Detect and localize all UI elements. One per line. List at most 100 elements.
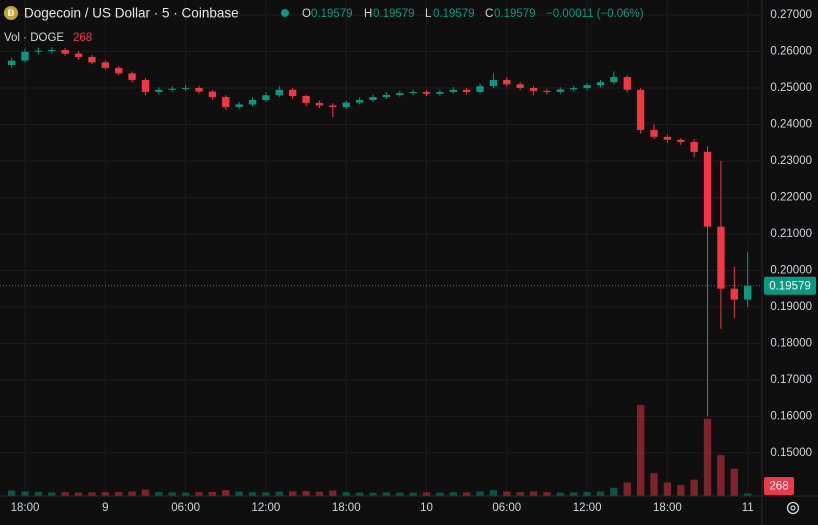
volume-bar — [650, 473, 658, 496]
volume-bar — [516, 492, 524, 496]
volume-bar — [115, 491, 123, 496]
last-volume-badge — [764, 477, 794, 495]
candle-body — [409, 91, 417, 94]
candle-body — [141, 79, 150, 92]
candle-body — [744, 285, 752, 300]
candle-body — [74, 53, 83, 57]
volume-bar — [677, 485, 685, 496]
candle-body — [315, 102, 324, 106]
ohlc-label: H — [364, 8, 372, 20]
volume-bar — [342, 492, 350, 496]
candle-body — [222, 97, 230, 107]
candle-body — [570, 87, 578, 90]
ohlc-value: 0.19579 — [433, 8, 475, 20]
ohlc-value: 0.19579 — [373, 8, 415, 20]
candle-body — [529, 87, 538, 91]
volume-bar — [596, 491, 605, 496]
ohlc-change: −0.00011 (−0.06%) — [546, 8, 644, 20]
volume-bar — [235, 491, 243, 496]
y-tick-label: 0.26000 — [770, 45, 812, 57]
candle-body — [462, 89, 471, 92]
ohlc-label: C — [485, 8, 493, 20]
x-tick-label: 06:00 — [492, 502, 521, 514]
volume-bar — [462, 492, 471, 496]
candle-body — [288, 89, 297, 96]
volume-bar — [101, 492, 110, 496]
x-tick-label: 18:00 — [653, 502, 682, 514]
volume-bar — [248, 492, 257, 496]
volume-bar — [744, 493, 752, 496]
volume-bar — [128, 491, 136, 496]
volume-bar — [583, 491, 591, 496]
volume-bar — [717, 455, 725, 496]
volume-bar — [663, 482, 672, 496]
volume-bar — [48, 492, 56, 496]
y-tick-label: 0.25000 — [770, 82, 812, 94]
candle-body — [48, 50, 56, 52]
candle-body — [101, 62, 110, 68]
candle-body — [7, 60, 16, 65]
volume-bar — [74, 492, 83, 496]
volume-bar — [329, 490, 337, 496]
y-tick-label: 0.20000 — [770, 264, 812, 276]
market-status-dot — [281, 9, 289, 17]
candle-body — [476, 86, 484, 92]
volume-bar — [529, 491, 538, 496]
y-tick-label: 0.23000 — [770, 155, 812, 167]
chart-title: Dogecoin / US Dollar · 5 · Coinbase — [24, 6, 239, 21]
candle-body — [690, 141, 698, 152]
volume-bar — [623, 482, 631, 496]
candle-body — [396, 93, 404, 95]
volume-bar — [436, 492, 444, 496]
candle-body — [636, 89, 645, 130]
ohlc-label: L — [425, 8, 432, 20]
x-tick-label: 11 — [742, 502, 754, 514]
volume-bar — [7, 490, 16, 496]
candle-body — [677, 139, 685, 142]
volume-title: Vol · DOGE — [4, 32, 64, 44]
candle-body — [128, 73, 136, 80]
candle-body — [115, 67, 123, 74]
volume-bar — [396, 492, 404, 496]
y-tick-label: 0.17000 — [770, 374, 812, 386]
candle-body — [730, 288, 738, 300]
candle-body — [329, 105, 337, 107]
volume-bar — [195, 492, 203, 496]
ohlc-value: 0.19579 — [311, 8, 353, 20]
volume-bar — [610, 487, 618, 496]
x-tick-label: 10 — [420, 502, 433, 514]
candle-body — [422, 91, 431, 94]
ohlc-label: O — [302, 8, 311, 20]
x-tick-label: 18:00 — [332, 502, 361, 514]
candle-body — [610, 77, 618, 83]
y-tick-label: 0.21000 — [770, 228, 812, 240]
y-tick-label: 0.15000 — [770, 447, 812, 459]
volume-bar — [222, 490, 230, 496]
volume-bar — [570, 492, 578, 496]
volume-bar — [21, 491, 29, 496]
last-price-label: 0.19579 — [769, 280, 811, 292]
volume-bar — [449, 492, 457, 496]
ohlc-value: 0.19579 — [494, 8, 536, 20]
last-volume-label: 268 — [769, 481, 788, 493]
settings-icon[interactable] — [786, 501, 800, 515]
volume-bar — [382, 492, 391, 496]
y-tick-label: 0.16000 — [770, 410, 812, 422]
candle-body — [155, 89, 163, 92]
volume-bar — [208, 491, 217, 496]
candle-body — [503, 79, 511, 85]
volume-bar — [422, 492, 431, 496]
coin-logo — [4, 6, 18, 20]
volume-bar — [703, 418, 712, 496]
x-tick-label: 9 — [102, 502, 108, 514]
y-tick-label: 0.24000 — [770, 118, 812, 130]
volume-bar — [556, 492, 565, 496]
candle-body — [275, 89, 283, 96]
candle-body — [355, 100, 364, 103]
candle-body — [516, 84, 524, 88]
y-tick-label: 0.27000 — [770, 9, 812, 21]
volume-bar — [690, 479, 698, 496]
y-tick-label: 0.19000 — [770, 301, 812, 313]
